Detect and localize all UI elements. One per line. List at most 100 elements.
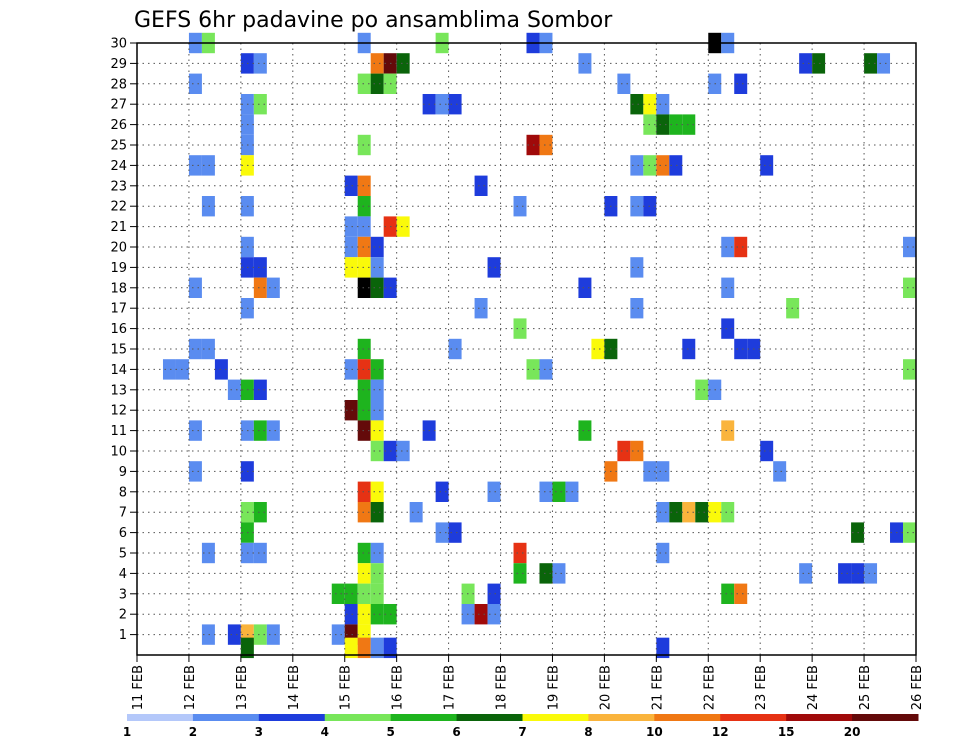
heatmap-cell xyxy=(617,73,631,94)
heatmap-cell xyxy=(630,298,644,319)
heatmap-cell xyxy=(630,155,644,176)
y-tick-label: 20 xyxy=(110,241,127,256)
heatmap-cell xyxy=(578,53,592,74)
heatmap-cell xyxy=(682,338,696,360)
x-tick-label: 18 FEB xyxy=(495,665,510,710)
y-tick-label: 1 xyxy=(119,628,127,643)
heatmap-cell xyxy=(773,461,787,482)
y-tick-label: 6 xyxy=(119,526,127,541)
heatmap-cell xyxy=(721,420,735,441)
heatmap-cell xyxy=(253,502,267,523)
heatmap-cell xyxy=(188,277,202,298)
heatmap-cell xyxy=(344,216,358,237)
heatmap-cell xyxy=(357,338,371,360)
y-tick-label: 10 xyxy=(110,445,127,460)
heatmap-cell xyxy=(344,236,358,258)
heatmap-cell xyxy=(331,624,345,645)
y-tick-label: 16 xyxy=(110,322,127,337)
heatmap-cell xyxy=(669,155,683,176)
chart-title: GEFS 6hr padavine po ansamblima Sombor xyxy=(134,8,613,33)
colorbar-label: 2 xyxy=(189,725,197,739)
colorbar-swatch xyxy=(192,714,260,721)
heatmap-cell xyxy=(721,318,735,339)
y-tick-label: 7 xyxy=(119,506,127,521)
heatmap-cell xyxy=(253,624,267,645)
heatmap-cell xyxy=(357,379,371,400)
x-tick-label: 26 FEB xyxy=(910,665,925,710)
colorbar-swatch xyxy=(456,714,523,721)
heatmap-cell xyxy=(370,359,384,380)
y-tick-label: 9 xyxy=(119,465,127,480)
heatmap-cell xyxy=(799,53,813,74)
y-tick-label: 28 xyxy=(110,77,127,92)
heatmap-cell xyxy=(734,583,748,604)
heatmap-cell xyxy=(578,420,592,441)
heatmap-cell xyxy=(539,134,553,156)
heatmap-cell xyxy=(357,604,371,625)
heatmap-cell xyxy=(253,277,267,298)
y-tick-label: 19 xyxy=(110,261,127,276)
heatmap-cell xyxy=(903,236,916,258)
heatmap-cell xyxy=(682,114,696,135)
heatmap-cell xyxy=(331,583,345,604)
colorbar-label: 1 xyxy=(123,725,131,739)
heatmap-cell xyxy=(253,257,267,278)
heatmap-cell xyxy=(552,563,566,584)
heatmap-cell xyxy=(188,338,202,360)
heatmap-cell xyxy=(357,420,371,441)
heatmap-cell xyxy=(630,196,644,217)
colorbar: 1 2 3 4 5 6 7 8 10 12 15 20 xyxy=(123,714,919,739)
colorbar-label: 6 xyxy=(452,725,460,739)
colorbar-label: 20 xyxy=(844,725,861,739)
x-axis: 11 FEB 12 FEB 13 FEB 14 FEB 15 FEB 16 FEB 17 F… xyxy=(131,655,925,710)
heatmap-cell xyxy=(370,542,384,564)
x-tick-label: 13 FEB xyxy=(235,665,250,710)
heatmap-cell xyxy=(487,583,501,604)
heatmap-cell xyxy=(656,155,670,176)
heatmap-cell xyxy=(539,563,553,584)
x-tick-label: 11 FEB xyxy=(131,665,146,710)
heatmap-cell xyxy=(799,563,813,584)
heatmap-cell xyxy=(370,481,384,502)
heatmap-cell xyxy=(253,94,267,115)
heatmap-cell xyxy=(162,359,176,380)
heatmap-cells xyxy=(162,32,916,659)
heatmap-cell xyxy=(357,400,371,421)
heatmap-cell xyxy=(539,481,553,502)
heatmap-cell xyxy=(864,53,878,74)
heatmap-cell xyxy=(344,400,358,421)
x-tick-label: 17 FEB xyxy=(443,665,458,710)
heatmap-cell xyxy=(357,583,371,604)
heatmap-cell xyxy=(513,318,527,339)
heatmap-cell xyxy=(435,94,449,115)
x-tick-label: 19 FEB xyxy=(546,665,561,710)
heatmap-cell xyxy=(370,257,384,278)
heatmap-cell xyxy=(435,522,449,543)
heatmap-cell xyxy=(552,481,566,502)
heatmap-cell xyxy=(864,563,878,584)
heatmap-cell xyxy=(721,277,735,298)
heatmap-cell xyxy=(370,277,384,298)
heatmap-cell xyxy=(357,73,371,94)
y-tick-label: 23 xyxy=(110,179,127,194)
heatmap-cell xyxy=(344,257,358,278)
heatmap-cell xyxy=(435,481,449,502)
y-axis: 1234567891011121314151617181920212223242… xyxy=(110,37,137,643)
heatmap-cell xyxy=(357,563,371,584)
heatmap-cell xyxy=(201,624,215,645)
x-tick-label: 25 FEB xyxy=(858,665,873,710)
heatmap-cell xyxy=(656,94,670,115)
heatmap-cell xyxy=(630,440,644,462)
y-tick-label: 5 xyxy=(119,547,127,562)
y-tick-label: 24 xyxy=(110,159,127,174)
heatmap-cell xyxy=(370,637,384,659)
x-tick-label: 16 FEB xyxy=(391,665,406,710)
heatmap-cell xyxy=(396,216,410,237)
heatmap-cell xyxy=(370,604,384,625)
heatmap-cell xyxy=(344,175,358,196)
heatmap-cell xyxy=(370,73,384,94)
colorbar-swatch xyxy=(588,714,655,721)
heatmap-cell xyxy=(253,379,267,400)
heatmap-cell xyxy=(877,53,891,74)
